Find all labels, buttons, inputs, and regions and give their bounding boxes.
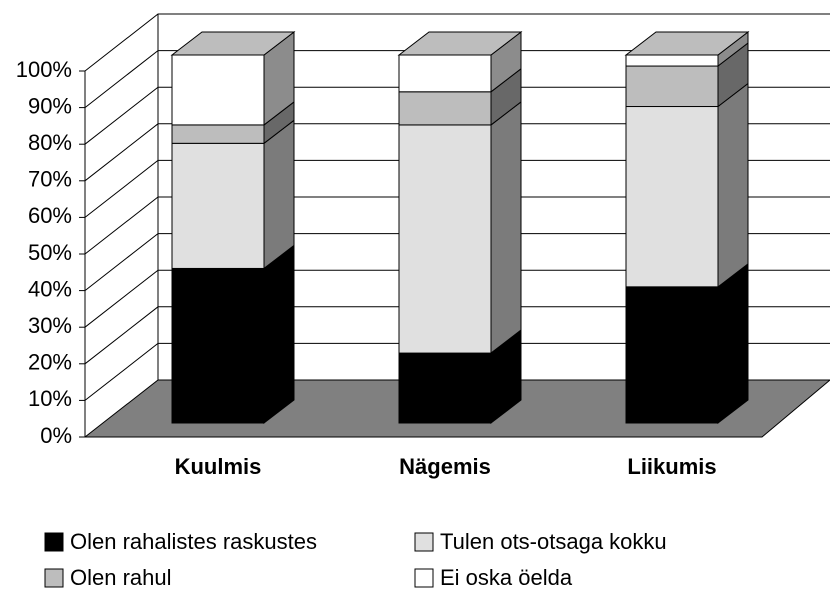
bar-segment-side (490, 100, 522, 355)
y-tick-label: 100% (16, 57, 72, 82)
bar-segment (625, 286, 719, 424)
grid-line (84, 13, 830, 72)
bar-segment-side (263, 119, 295, 270)
grid-line (84, 306, 830, 365)
legend-swatch (44, 532, 64, 552)
bar-segment (398, 91, 492, 126)
y-tick-label: 80% (28, 130, 72, 155)
grid-line (84, 196, 830, 255)
x-tick-label: Liikumis (627, 454, 716, 479)
y-tick-label: 0% (40, 423, 72, 448)
bar-segment (625, 54, 719, 67)
bar-segment-side (263, 244, 295, 425)
bar-segment-side (717, 262, 749, 425)
grid-line (84, 159, 830, 218)
grid-line (84, 269, 830, 328)
y-tick-label: 20% (28, 350, 72, 375)
bar-segment (398, 124, 492, 354)
y-tick-label: 40% (28, 276, 72, 301)
bar-segment (625, 106, 719, 288)
legend-label: Olen rahul (70, 565, 172, 590)
y-tick-label: 70% (28, 167, 72, 192)
bar-segment (171, 142, 265, 269)
bar-top (170, 31, 296, 56)
bar-segment (625, 65, 719, 108)
grid-line (84, 86, 830, 145)
y-tick-label: 10% (28, 386, 72, 411)
bar-top (397, 31, 523, 56)
x-tick-label: Nägemis (399, 454, 491, 479)
bar-segment (171, 124, 265, 144)
bar-top (624, 31, 750, 56)
grid-line (84, 233, 830, 291)
legend-swatch (414, 532, 434, 552)
legend-label: Tulen ots-otsaga kokku (440, 529, 667, 554)
y-tick-label: 90% (28, 93, 72, 118)
legend-label: Ei oska öelda (440, 565, 573, 590)
legend-label: Olen rahalistes raskustes (70, 529, 317, 554)
legend-swatch (414, 568, 434, 588)
y-tick-label: 30% (28, 313, 72, 338)
bar-segment (171, 267, 265, 424)
bar-segment (171, 54, 265, 126)
bar-segment-side (717, 82, 749, 288)
x-tick-label: Kuulmis (175, 454, 262, 479)
legend-swatch (44, 568, 64, 588)
bar-segment (398, 54, 492, 93)
grid-line (84, 50, 830, 108)
grid-line (84, 342, 830, 401)
y-tick-label: 50% (28, 240, 72, 265)
bar-segment (398, 352, 492, 424)
grid-line (84, 123, 830, 182)
y-tick-label: 60% (28, 203, 72, 228)
